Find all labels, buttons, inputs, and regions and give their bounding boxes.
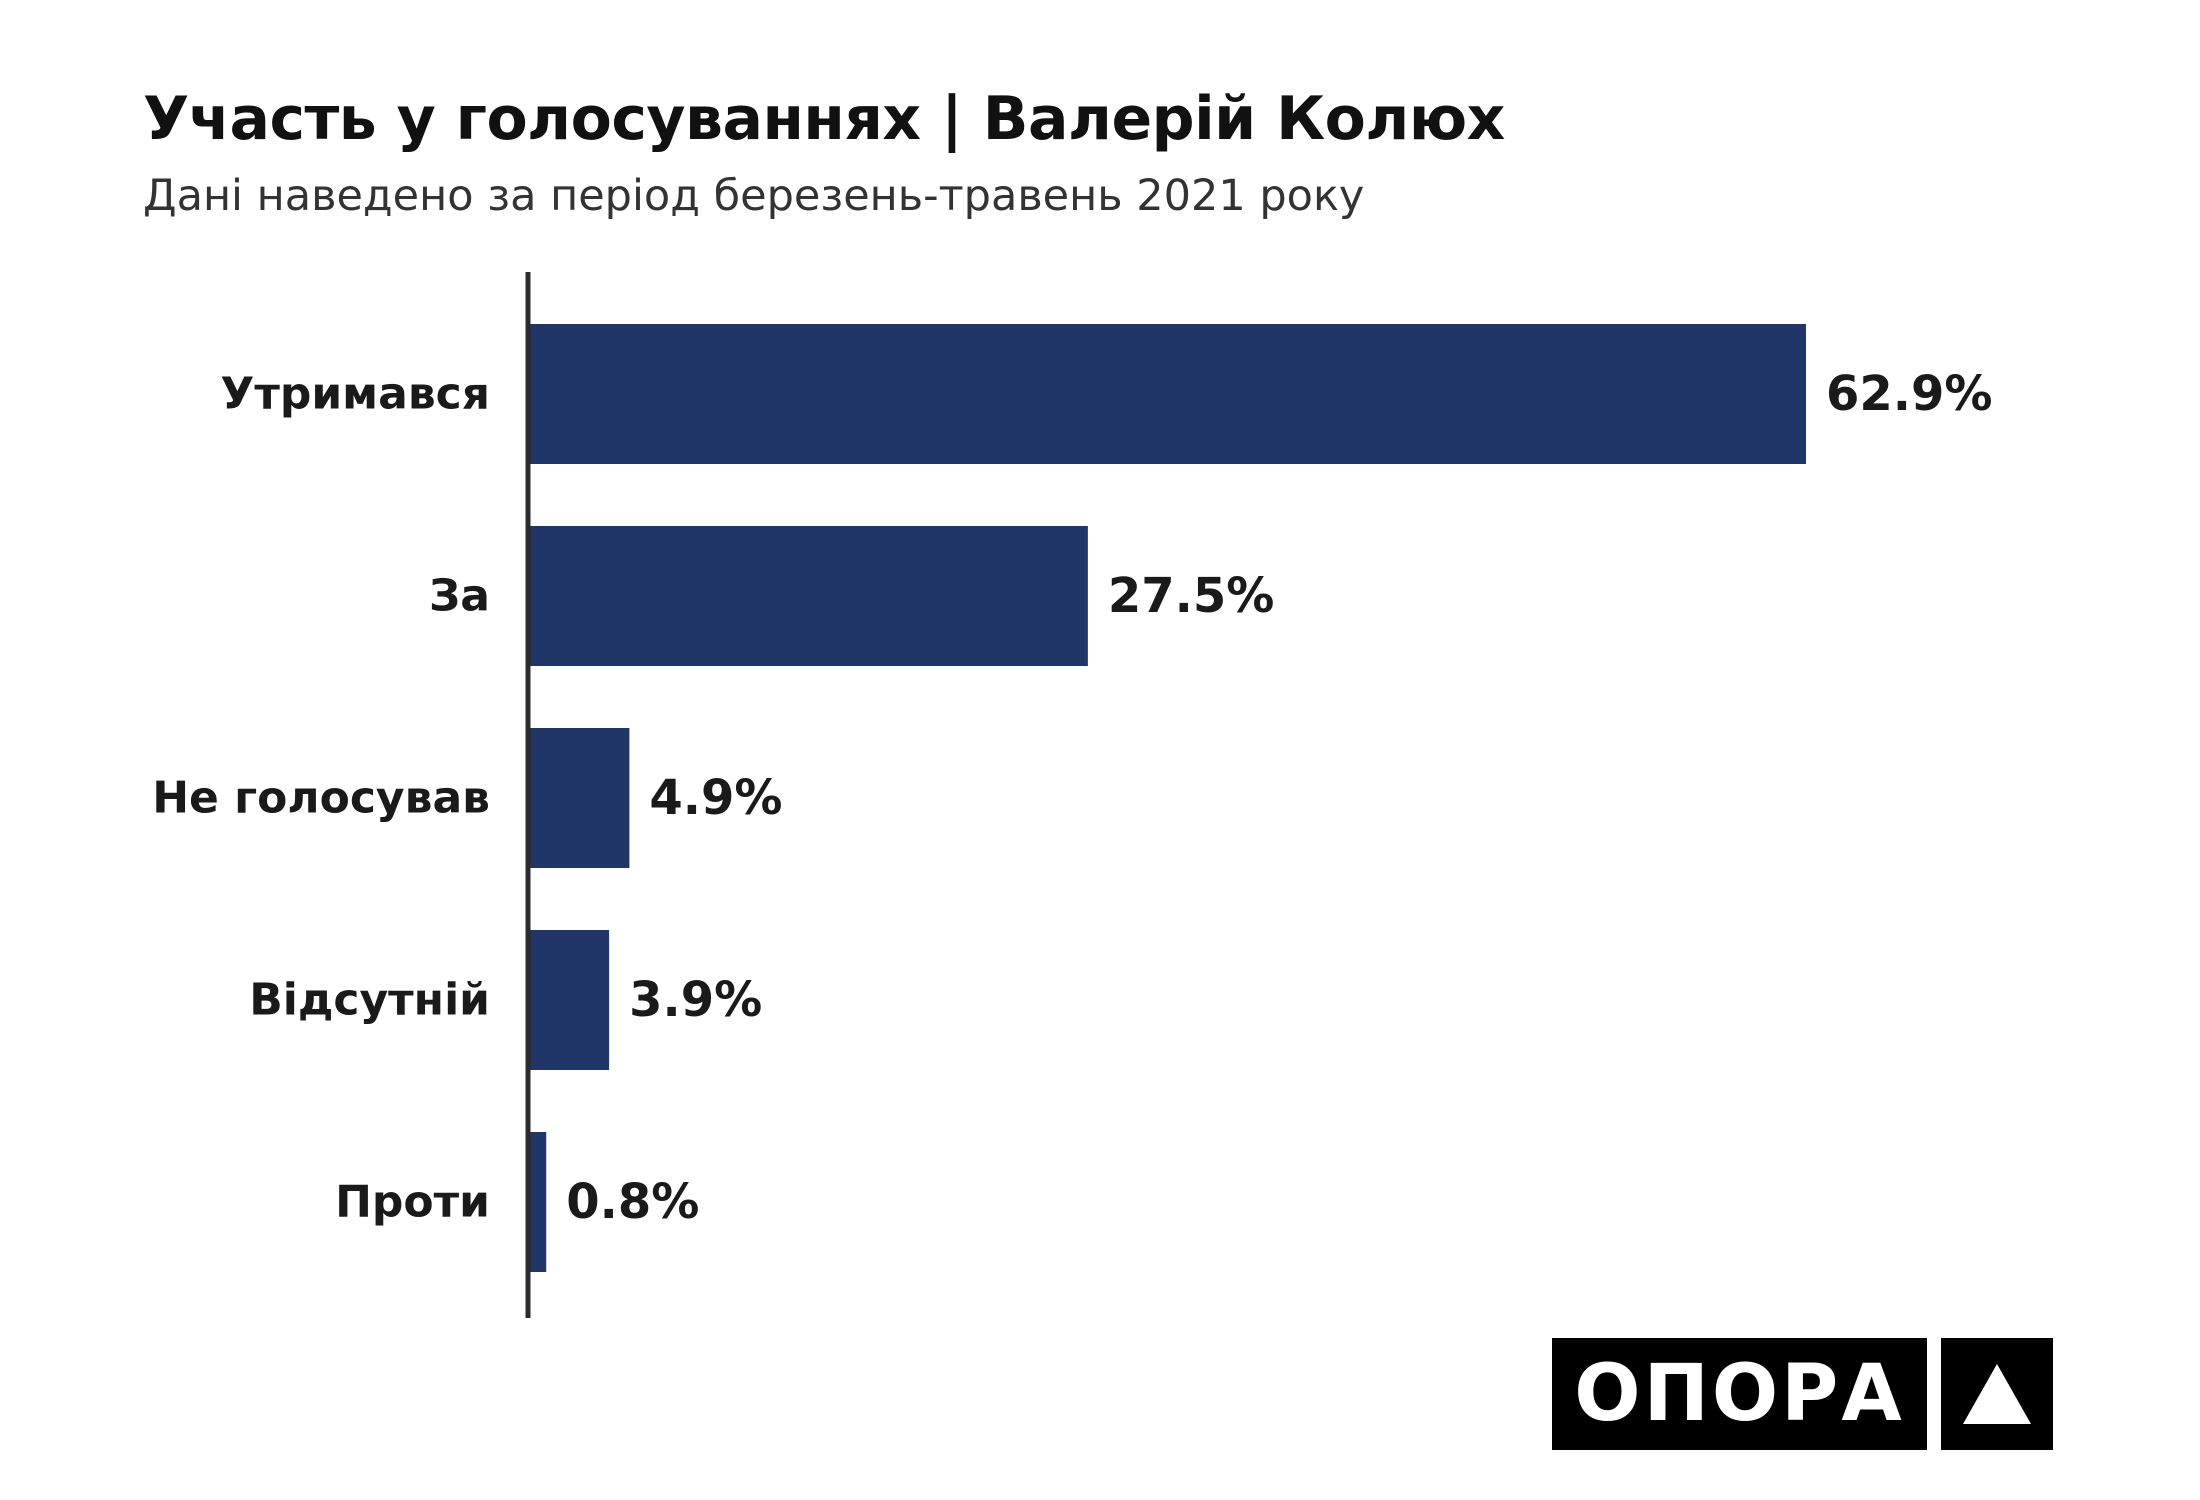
- value-label-4: 0.8%: [566, 1174, 699, 1230]
- value-label-3: 3.9%: [629, 972, 762, 1028]
- category-label-4: Проти: [335, 1177, 490, 1228]
- category-labels: Утримався За Не голосував Відсутній Проти: [152, 369, 490, 1228]
- category-label-1: За: [429, 571, 490, 622]
- value-labels: 62.9% 27.5% 4.9% 3.9% 0.8%: [566, 366, 1992, 1230]
- category-label-0: Утримався: [220, 369, 490, 420]
- value-label-1: 27.5%: [1108, 568, 1275, 624]
- triangle-icon-shape: [1963, 1364, 2031, 1424]
- bars-group: [530, 324, 1806, 1272]
- category-label-3: Відсутній: [249, 975, 490, 1026]
- value-label-2: 4.9%: [649, 770, 782, 826]
- chart-subtitle: Дані наведено за період березень-травень…: [143, 171, 1365, 221]
- logo-wordmark: ОПОРА: [1552, 1338, 1927, 1450]
- bar-3: [530, 930, 610, 1070]
- chart-title: Участь у голосуваннях | Валерій Колюх: [143, 84, 1505, 154]
- bar-4: [530, 1132, 547, 1272]
- triangle-icon: [1941, 1338, 2053, 1450]
- bar-2: [530, 728, 630, 868]
- category-label-2: Не голосував: [152, 773, 490, 824]
- bar-0: [530, 324, 1806, 464]
- bar-1: [530, 526, 1088, 666]
- opora-logo: ОПОРА: [1552, 1338, 2053, 1450]
- value-label-0: 62.9%: [1826, 366, 1993, 422]
